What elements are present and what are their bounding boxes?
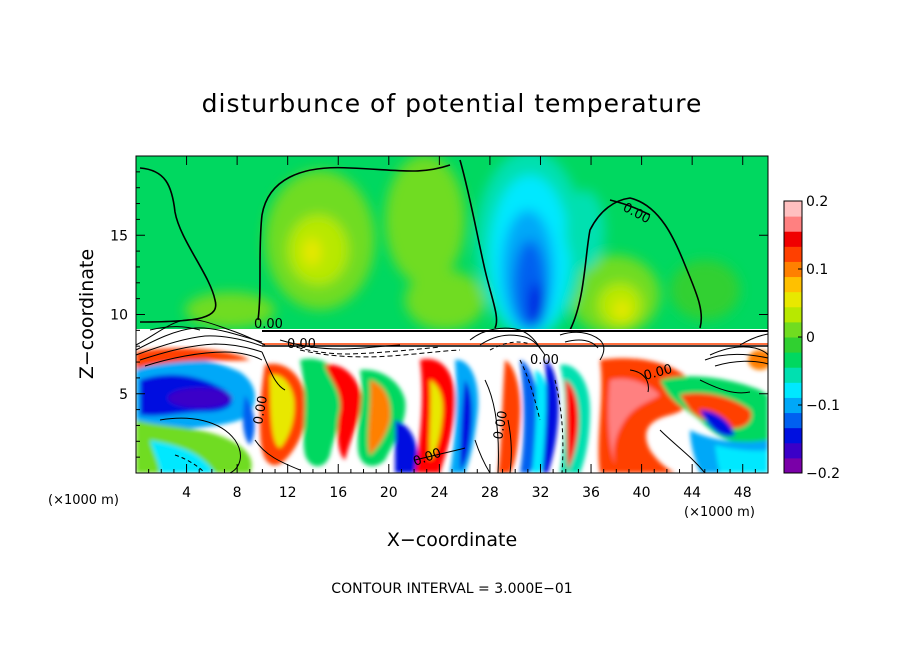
colorbar-swatch <box>784 397 802 414</box>
contour-label: 0.00 <box>254 317 283 332</box>
x-tick-label: 12 <box>279 485 297 501</box>
colorbar-swatch <box>784 216 802 232</box>
contour-label: 0.00 <box>491 410 511 441</box>
colorbar-swatch <box>784 201 802 217</box>
colorbar-swatch <box>784 321 802 338</box>
colorbar-swatch <box>784 412 802 429</box>
x-unit-label-left: (×1000 m) <box>48 493 119 508</box>
colorbar-tick-label: 0 <box>806 330 815 346</box>
x-tick-label: 20 <box>380 485 398 501</box>
y-axis: 5 10 15 <box>110 171 768 458</box>
x-tick-label: 4 <box>182 485 191 501</box>
lower-field <box>136 345 768 473</box>
y-axis-label: Z−coordinate <box>76 249 98 379</box>
x-tick-label: 24 <box>430 485 448 501</box>
colorbar-tick-label: 0.1 <box>806 262 828 278</box>
x-tick-label: 32 <box>532 485 550 501</box>
colorbar-swatch <box>784 246 802 262</box>
colorbar-swatch <box>784 367 802 383</box>
colorbar-swatch <box>784 231 802 247</box>
colorbar-swatch <box>784 306 802 323</box>
colorbar-swatch <box>784 337 802 353</box>
colorbar-swatch <box>784 382 802 398</box>
x-tick-label: 48 <box>734 485 752 501</box>
x-axis-label: X−coordinate <box>387 529 517 551</box>
y-tick-label: 5 <box>119 387 128 403</box>
contour-label: 0.00 <box>642 362 674 384</box>
x-axis: 4 8 12 16 20 24 28 32 36 40 44 48 <box>148 156 756 501</box>
colorbar-swatch <box>784 276 802 293</box>
y-tick-label: 15 <box>110 228 128 244</box>
colorbar-tick-label: −0.2 <box>806 466 840 482</box>
colorbar-swatch <box>784 261 802 278</box>
chart-title: disturbunce of potential temperature <box>202 89 703 118</box>
contour-interval-note: CONTOUR INTERVAL = 3.000E−01 <box>331 581 572 597</box>
contour-label: 0.00 <box>287 337 316 352</box>
contour-label: 0.00 <box>530 353 559 368</box>
colorbar-swatch <box>784 291 802 308</box>
upper-field <box>136 156 768 329</box>
plot-frame <box>135 155 769 474</box>
x-tick-label: 36 <box>582 485 600 501</box>
colorbar-swatch <box>784 442 802 459</box>
tropopause-band <box>135 319 769 391</box>
colorbar-tick-label: 0.2 <box>806 194 828 210</box>
colorbar-swatch <box>784 457 802 474</box>
colorbar-swatch <box>784 427 802 444</box>
x-tick-label: 44 <box>683 485 701 501</box>
x-tick-label: 40 <box>633 485 651 501</box>
y-tick-label: 10 <box>110 308 128 324</box>
x-tick-label: 28 <box>481 485 499 501</box>
x-tick-label: 8 <box>233 485 242 501</box>
colorbar-swatch <box>784 352 802 368</box>
x-unit-label-right: (×1000 m) <box>684 505 755 520</box>
contour-label: 0.00 <box>251 395 271 426</box>
colorbar: −0.2 −0.1 0 0.1 0.2 <box>783 194 840 482</box>
colorbar-tick-label: −0.1 <box>806 398 840 414</box>
x-tick-label: 16 <box>329 485 347 501</box>
